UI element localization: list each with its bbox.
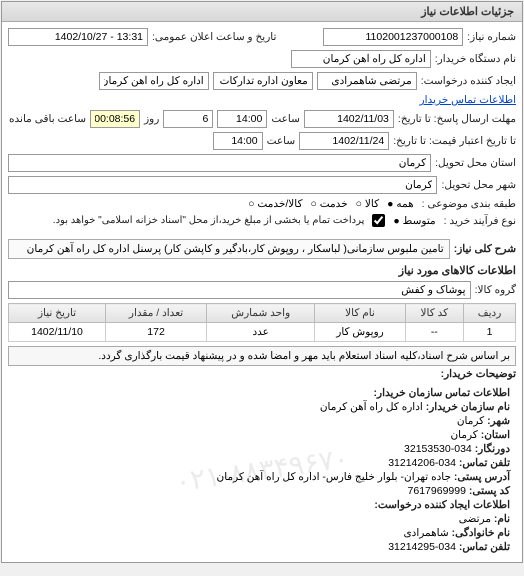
buy-process-note: پرداخت تمام یا بخشی از مبلغ خرید،از محل … [53,215,365,226]
row-delivery-province: استان محل تحویل: [8,152,516,174]
province-value: کرمان [450,429,477,441]
row-price-valid: تا تاریخ اعتبار قیمت: تا تاریخ: ساعت [8,130,516,152]
row-delivery-city: شهر محل تحویل: [8,174,516,196]
buyer-contact-link[interactable]: اطلاعات تماس خریدار [420,94,516,106]
requester-name-field[interactable] [317,72,417,90]
row-buy-process: نوع فرآیند خرید : متوسط ● پرداخت تمام یا… [8,212,516,229]
panel-body: شماره نیاز: تاریخ و ساعت اعلان عمومی: نا… [2,22,522,562]
lname-value: شاهمرادی [403,527,448,539]
table-row[interactable]: 1--روپوش کارعدد1721402/11/10 [9,323,516,342]
goods-table: ردیفکد کالانام کالاواحد شمارشتعداد / مقد… [8,303,516,342]
org-value: اداره کل راه آهن کرمان [320,401,423,413]
payment-checkbox[interactable] [372,214,385,227]
requester-unit-field[interactable] [99,72,209,90]
request-no-field[interactable] [323,28,463,46]
summary-text: تامین ملبوس سازمانی( لباسکار ، روپوش کار… [8,239,450,259]
postal-label: کد پستی: [469,485,510,497]
panel-title: جزئیات اطلاعات نیاز [2,2,522,22]
buyer-notes-label: توضیحات خریدار: [441,368,516,380]
phone-label: تلفن تماس: [459,457,510,469]
public-datetime-label: تاریخ و ساعت اعلان عمومی: [152,31,276,43]
deadline-time-label: ساعت [271,113,300,125]
price-valid-label: تا تاریخ اعتبار قیمت: تا تاریخ: [393,135,516,147]
deadline-time-field[interactable] [217,110,267,128]
requester-role-field[interactable] [213,72,313,90]
contact-title: اطلاعات تماس سازمان خریدار: [374,387,510,399]
note-box: بر اساس شرح اسناد،کلیه اسناد استعلام بای… [8,346,516,366]
deadline-date-field[interactable] [304,110,394,128]
table-cell: 1402/11/10 [9,323,106,342]
table-col: نام کالا [315,304,405,323]
phone-value: 034-31214206 [388,457,456,469]
remaining-label: ساعت باقی مانده [9,113,86,125]
delivery-province-label: استان محل تحویل: [435,157,516,169]
day-label: روز [144,113,159,125]
row-request-no: شماره نیاز: تاریخ و ساعت اعلان عمومی: [8,26,516,48]
remaining-time-field[interactable] [90,110,140,128]
table-cell: -- [405,323,463,342]
table-col: کد کالا [405,304,463,323]
table-cell: 172 [106,323,207,342]
contact-block: اطلاعات تماس سازمان خریدار: نام سازمان خ… [8,382,516,558]
address-value: جاده تهران- بلوار خلیج فارس- اداره کل را… [217,471,451,483]
row-buyer-org: نام دستگاه خریدار: [8,48,516,70]
address-label: آدرس پستی: [454,471,510,483]
delivery-province-field[interactable] [8,154,431,172]
delivery-city-field[interactable] [8,176,437,194]
topic-goods[interactable]: کالا ○ [356,198,379,210]
goods-table-header: ردیفکد کالانام کالاواحد شمارشتعداد / مقد… [9,304,516,323]
table-col: تعداد / مقدار [106,304,207,323]
city-label: شهر: [487,415,510,427]
row-deadline: مهلت ارسال پاسخ: تا تاریخ: ساعت روز ساعت… [8,108,516,130]
rphone-label: تلفن تماس: [459,541,510,553]
city-value: کرمان [457,415,484,427]
main-panel: جزئیات اطلاعات نیاز شماره نیاز: تاریخ و … [1,1,523,563]
table-cell: 1 [464,323,516,342]
fname-label: نام: [494,513,510,525]
row-buyer-notes: توضیحات خریدار: [8,366,516,382]
row-goods-group: گروه کالا: [8,279,516,301]
table-col: واحد شمارش [207,304,315,323]
table-cell: روپوش کار [315,323,405,342]
request-no-label: شماره نیاز: [467,31,516,43]
summary-label: شرح کلی نیاز: [454,243,516,255]
fax-value: 034-32153530 [404,443,472,455]
buy-process-label: نوع فرآیند خرید : [444,215,516,227]
requester-label: ایجاد کننده درخواست: [421,75,516,87]
fname-value: مرتضی [459,513,491,525]
org-label: نام سازمان خریدار: [426,401,510,413]
postal-value: 7617969999 [408,485,466,497]
deadline-label: مهلت ارسال پاسخ: تا تاریخ: [398,113,516,125]
public-datetime-field[interactable] [8,28,148,46]
price-valid-time-label: ساعت [267,135,296,147]
row-requester: ایجاد کننده درخواست: اطلاعات تماس خریدار [8,70,516,108]
topic-all[interactable]: همه ● [387,198,414,210]
buy-process-medium[interactable]: متوسط ● [393,215,435,227]
day-count-field[interactable] [163,110,213,128]
topic-group-label: طبقه بندی موضوعی : [422,198,516,210]
goods-section-title: اطلاعات کالاهای مورد نیاز [8,261,516,279]
rphone-value: 034-31214295 [388,541,456,553]
fax-label: دورنگار: [475,443,510,455]
table-cell: عدد [207,323,315,342]
goods-group-field[interactable] [8,281,471,299]
buyer-org-label: نام دستگاه خریدار: [435,53,516,65]
table-col: تاریخ نیاز [9,304,106,323]
lname-label: نام خانوادگی: [452,527,510,539]
province-label: استان: [481,429,510,441]
topic-service[interactable]: خدمت ○ [310,198,347,210]
goods-group-label: گروه کالا: [475,284,516,296]
row-summary: شرح کلی نیاز: تامین ملبوس سازمانی( لباسک… [8,237,516,261]
requester-info-title: اطلاعات ایجاد کننده درخواست: [374,499,510,511]
price-valid-time-field[interactable] [213,132,263,150]
price-valid-date-field[interactable] [299,132,389,150]
buyer-org-field[interactable] [291,50,431,68]
row-topic-group: طبقه بندی موضوعی : همه ● کالا ○ خدمت ○ ک… [8,196,516,212]
goods-table-body: 1--روپوش کارعدد1721402/11/10 [9,323,516,342]
table-col: ردیف [464,304,516,323]
delivery-city-label: شهر محل تحویل: [441,179,516,191]
topic-mixed[interactable]: کالا/خدمت ○ [248,198,302,210]
